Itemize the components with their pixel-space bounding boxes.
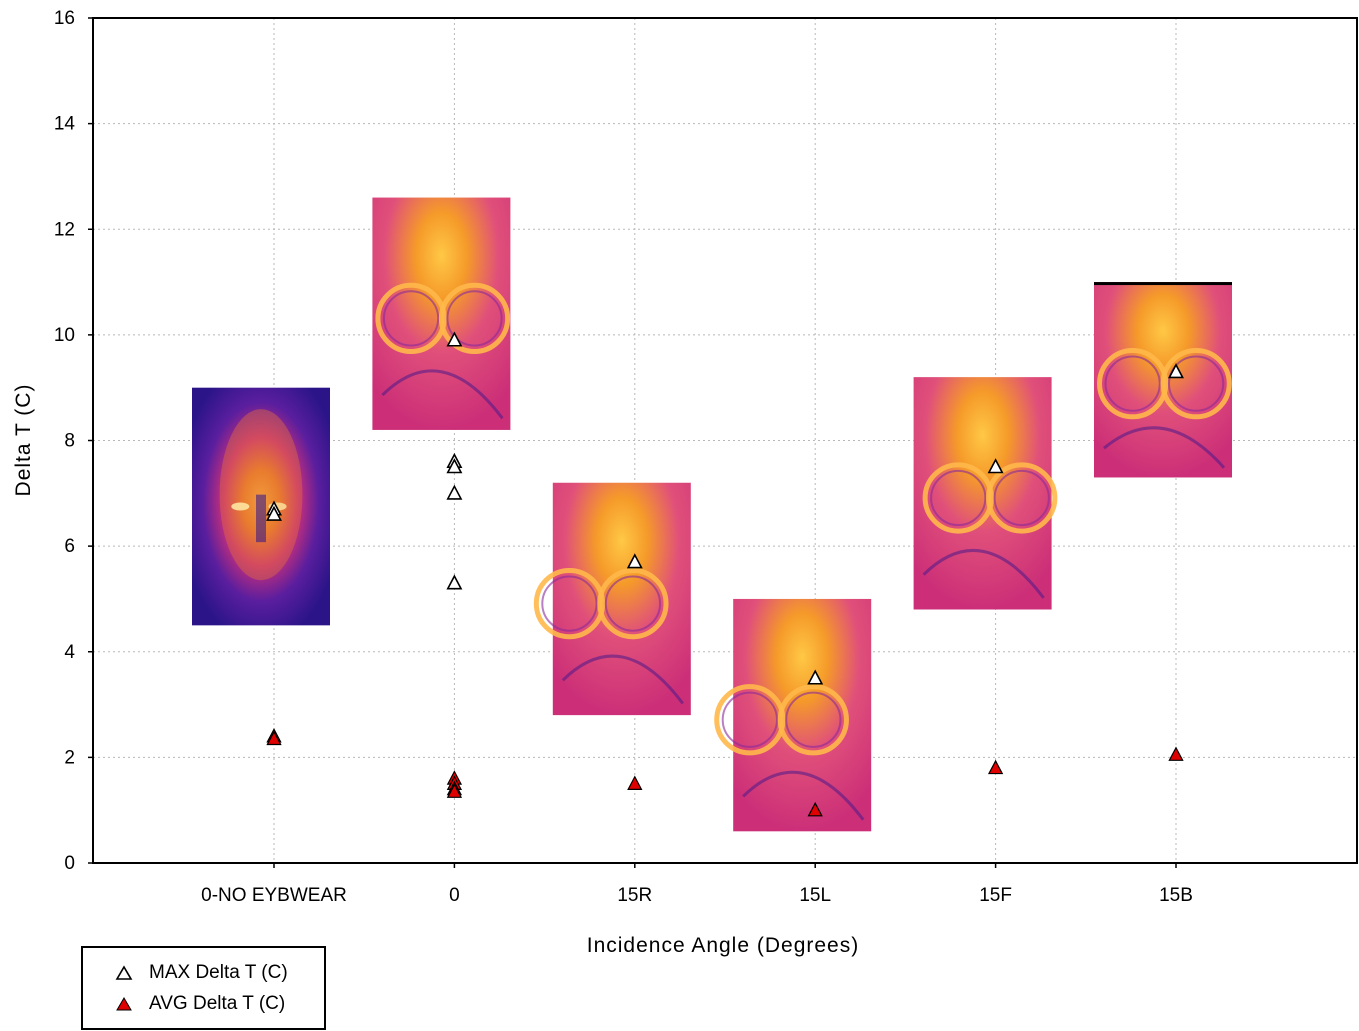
thermal-goggle-lens-inner [1168, 355, 1225, 412]
thermal-goggle-lens [597, 567, 669, 640]
legend-item-max: MAX Delta T (C) [115, 960, 288, 986]
max-delta-point [446, 331, 463, 347]
max-delta-point [987, 458, 1004, 474]
x-tick-label: 15R [617, 885, 652, 906]
thermal-strap [742, 770, 865, 821]
y-tick-label: 12 [54, 219, 75, 240]
thermal-goggle-lens [533, 567, 606, 640]
y-tick-label: 10 [54, 325, 75, 346]
y-tick-label: 0 [64, 853, 75, 874]
thermal-goggle-lens [1097, 348, 1169, 420]
legend: MAX Delta T (C) AVG Delta T (C) [81, 946, 326, 1030]
legend-label-max: MAX Delta T (C) [149, 962, 288, 983]
thermal-goggle-lens [922, 462, 994, 534]
thermal-nose-shadow [256, 494, 266, 543]
thermal-goggle-lens-inner [604, 575, 662, 632]
thermal-image [533, 482, 691, 716]
legend-item-avg: AVG Delta T (C) [115, 991, 285, 1017]
x-tick-label: 15B [1159, 885, 1193, 906]
y-tick-label: 4 [64, 642, 75, 663]
thermal-image [1094, 282, 1232, 478]
avg-delta-point [266, 730, 282, 746]
thermal-image [714, 598, 872, 832]
x-tick-label: 0-NO EYBWEAR [201, 885, 347, 906]
thermal-goggle-lens-inner [721, 691, 778, 748]
thermal-goggle-lens [986, 462, 1058, 534]
legend-label-avg: AVG Delta T (C) [149, 993, 286, 1014]
thermal-goggle-lens-inner [382, 290, 440, 347]
max-delta-point [266, 505, 282, 521]
max-delta-point [626, 553, 643, 569]
filled-triangle-icon [116, 997, 132, 1011]
y-tick-label: 6 [64, 536, 75, 557]
open-triangle-icon [115, 965, 133, 980]
thermal-insets [192, 197, 1232, 832]
thermal-goggle-image [733, 598, 872, 832]
thermal-strap [561, 654, 684, 705]
avg-delta-point [446, 783, 463, 798]
thermal-border [1094, 282, 1232, 286]
thermal-goggle-lens [714, 684, 786, 756]
thermal-goggle-lens [777, 684, 849, 756]
max-delta-point [1168, 363, 1184, 379]
thermal-goggle-lens [1160, 348, 1232, 420]
thermal-goggle-lens [375, 282, 447, 355]
axes: 0 2 4 6 8 10 12 14 16 0-NO EYBWEAR 0 15R 15L 15F 15B [54, 8, 1193, 906]
thermal-image [913, 377, 1058, 610]
max-delta-point [807, 669, 824, 685]
max-delta-point [446, 484, 463, 500]
avg-delta-point [1168, 746, 1184, 761]
thermal-goggle-image [552, 482, 691, 716]
y-tick-label: 2 [64, 747, 75, 768]
y-tick-label: 14 [54, 114, 76, 135]
x-axis-title: Incidence Angle (Degrees) [587, 934, 859, 957]
data-points [266, 331, 1184, 817]
y-tick-label: 16 [54, 8, 75, 29]
y-tick-label: 8 [64, 431, 75, 452]
thermal-strap [1103, 426, 1226, 469]
x-tick-label: 15F [979, 885, 1012, 906]
x-tick-label: 0 [449, 885, 460, 906]
thermal-goggle-lens-inner [930, 469, 987, 527]
thermal-goggle-lens-inner [785, 691, 842, 748]
thermal-image [372, 197, 511, 430]
thermal-goggle-lens-inner [446, 290, 503, 347]
y-axis-title: Delta T (C) [12, 384, 35, 497]
thermal-image [192, 387, 330, 626]
thermal-strap [922, 549, 1045, 599]
thermal-goggle-lens-inner [993, 469, 1050, 527]
avg-delta-point [807, 801, 823, 817]
max-delta-point [446, 458, 463, 474]
thermal-goggle-lens-inner [1104, 355, 1161, 412]
thermal-eye-spot [231, 502, 250, 511]
thermal-goggle-lens [438, 282, 511, 355]
thermal-goggle-lens-inner [541, 575, 598, 632]
avg-delta-point [627, 775, 643, 790]
thermal-goggle-image [913, 377, 1052, 610]
x-tick-label: 15L [799, 885, 831, 906]
avg-delta-point [987, 759, 1004, 775]
thermal-strap [381, 369, 504, 420]
max-delta-point [446, 574, 463, 590]
